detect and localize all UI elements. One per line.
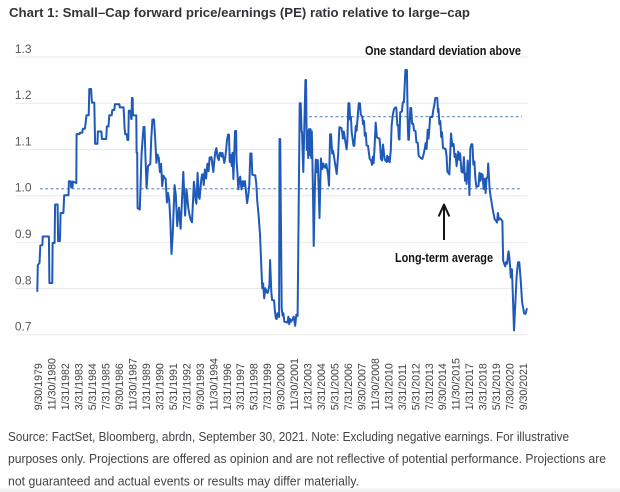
svg-text:One standard deviation above: One standard deviation above — [365, 44, 521, 58]
svg-text:5/31/2005: 5/31/2005 — [330, 363, 342, 410]
svg-text:3/31/2004: 3/31/2004 — [316, 363, 328, 410]
svg-text:5/31/2012: 5/31/2012 — [410, 363, 422, 410]
svg-text:not guaranteed and actual even: not guaranteed and actual events or resu… — [8, 474, 359, 489]
svg-text:9/30/2000: 9/30/2000 — [276, 363, 288, 410]
svg-text:11/30/1987: 11/30/1987 — [128, 358, 140, 410]
svg-text:0.7: 0.7 — [15, 320, 32, 334]
svg-text:5/31/2019: 5/31/2019 — [491, 363, 503, 410]
svg-text:1.0: 1.0 — [15, 181, 32, 195]
svg-text:1/31/2010: 1/31/2010 — [383, 363, 395, 410]
svg-text:Long-term average: Long-term average — [395, 251, 493, 265]
svg-text:1/31/2017: 1/31/2017 — [464, 363, 476, 410]
svg-text:3/31/1990: 3/31/1990 — [154, 363, 166, 410]
svg-text:3/31/1997: 3/31/1997 — [235, 363, 247, 410]
svg-text:7/31/2013: 7/31/2013 — [424, 363, 436, 410]
svg-text:1.2: 1.2 — [15, 88, 32, 102]
svg-text:7/31/2006: 7/31/2006 — [343, 363, 355, 410]
svg-text:5/31/1998: 5/31/1998 — [249, 363, 261, 410]
svg-text:9/30/2021: 9/30/2021 — [518, 363, 530, 410]
svg-text:3/31/1983: 3/31/1983 — [74, 363, 86, 410]
svg-text:11/30/1994: 11/30/1994 — [208, 358, 220, 410]
svg-text:1.3: 1.3 — [15, 42, 32, 56]
svg-text:3/31/2011: 3/31/2011 — [397, 364, 409, 410]
svg-text:7/31/1985: 7/31/1985 — [101, 363, 113, 410]
svg-text:7/31/1999: 7/31/1999 — [262, 363, 274, 410]
svg-text:9/30/1993: 9/30/1993 — [195, 363, 207, 410]
svg-text:1/31/1989: 1/31/1989 — [141, 363, 153, 410]
svg-text:5/31/1984: 5/31/1984 — [87, 363, 99, 410]
svg-text:1/31/1996: 1/31/1996 — [222, 363, 234, 410]
svg-text:9/30/1979: 9/30/1979 — [33, 363, 45, 410]
svg-text:0.9: 0.9 — [15, 227, 32, 241]
svg-text:0.8: 0.8 — [15, 273, 32, 287]
svg-text:11/30/2001: 11/30/2001 — [289, 358, 301, 410]
svg-text:9/30/2014: 9/30/2014 — [437, 363, 449, 410]
svg-text:7/31/1992: 7/31/1992 — [181, 363, 193, 410]
svg-text:11/30/1980: 11/30/1980 — [47, 358, 59, 410]
svg-text:1/31/1982: 1/31/1982 — [60, 363, 72, 410]
svg-text:11/30/2015: 11/30/2015 — [451, 358, 463, 410]
svg-text:9/30/2007: 9/30/2007 — [356, 363, 368, 410]
svg-text:9/30/1986: 9/30/1986 — [114, 363, 126, 410]
svg-text:Chart 1: Small–Cap forward pri: Chart 1: Small–Cap forward price/earning… — [9, 6, 470, 20]
svg-text:1/31/2003: 1/31/2003 — [303, 363, 315, 410]
svg-text:Source: FactSet, Bloomberg, ab: Source: FactSet, Bloomberg, abrdn, Septe… — [8, 429, 569, 444]
svg-text:5/31/1991: 5/31/1991 — [168, 363, 180, 410]
svg-text:11/30/2008: 11/30/2008 — [370, 358, 382, 410]
svg-text:1.1: 1.1 — [15, 134, 32, 148]
svg-text:7/30/2020: 7/30/2020 — [505, 363, 517, 410]
svg-text:purposes only. Projections are: purposes only. Projections are offered a… — [8, 451, 606, 466]
svg-text:3/31/2018: 3/31/2018 — [478, 363, 490, 410]
